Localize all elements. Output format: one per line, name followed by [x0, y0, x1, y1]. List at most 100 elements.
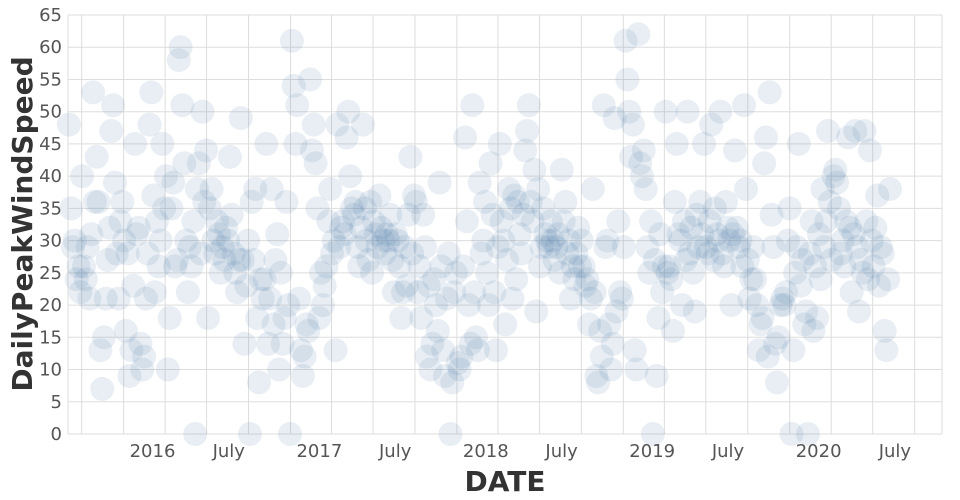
data-point — [644, 364, 669, 388]
data-point — [617, 99, 642, 124]
data-point — [496, 177, 521, 201]
data-point — [823, 157, 848, 182]
data-point — [93, 286, 118, 311]
data-point — [92, 325, 116, 350]
data-point — [141, 183, 166, 208]
data-point — [867, 273, 892, 298]
data-point — [338, 164, 363, 189]
data-point — [653, 99, 678, 124]
data-point — [566, 215, 591, 240]
data-point — [88, 338, 113, 363]
data-point — [250, 286, 275, 311]
data-point — [434, 286, 459, 311]
data-point — [748, 312, 773, 337]
data-points — [56, 22, 902, 446]
data-point — [723, 138, 747, 163]
data-point — [374, 222, 399, 247]
data-point — [635, 235, 660, 260]
data-point — [186, 151, 211, 176]
data-point — [695, 241, 720, 266]
data-point — [604, 299, 629, 324]
data-point — [783, 260, 808, 285]
data-point — [73, 267, 98, 292]
data-point — [106, 286, 131, 311]
data-point — [148, 228, 173, 253]
data-point — [252, 267, 277, 292]
data-point — [210, 235, 235, 260]
data-point — [475, 260, 499, 285]
x-tick-label: 2019 — [629, 441, 675, 462]
data-point — [166, 48, 191, 73]
data-point — [283, 131, 308, 156]
data-point — [376, 228, 401, 253]
data-point — [258, 286, 282, 311]
data-point — [502, 183, 527, 208]
data-point — [361, 209, 386, 234]
data-point — [606, 209, 631, 234]
data-point — [325, 112, 350, 137]
data-point — [64, 267, 89, 292]
data-point — [192, 189, 217, 214]
y-tick-label: 20 — [39, 295, 62, 316]
data-point — [797, 241, 822, 266]
data-point — [208, 260, 233, 285]
data-point — [779, 422, 804, 446]
data-point — [453, 125, 478, 150]
data-point — [110, 189, 135, 214]
data-point — [788, 273, 813, 298]
data-point — [547, 260, 572, 285]
data-point — [126, 215, 151, 240]
data-point — [719, 293, 744, 318]
data-point — [531, 196, 556, 221]
data-point — [522, 157, 547, 182]
data-point — [827, 196, 851, 221]
data-point — [553, 189, 578, 214]
data-point — [819, 248, 844, 272]
data-point — [90, 376, 115, 401]
data-point — [420, 331, 445, 356]
data-point — [527, 254, 552, 279]
data-point — [245, 306, 270, 330]
data-point — [750, 306, 775, 330]
data-point — [150, 131, 175, 156]
data-point — [735, 248, 760, 272]
data-point — [320, 241, 344, 266]
data-point — [509, 241, 534, 266]
data-point — [414, 344, 439, 369]
data-point — [675, 99, 700, 124]
data-point — [363, 222, 388, 247]
data-point — [828, 241, 853, 266]
data-point — [123, 131, 147, 156]
x-tick-label: 2016 — [130, 441, 176, 462]
data-point — [135, 241, 160, 266]
data-point — [307, 306, 332, 330]
data-point — [465, 338, 490, 363]
data-point — [442, 280, 467, 305]
data-point — [485, 235, 510, 260]
data-point — [383, 222, 408, 247]
data-point — [144, 209, 169, 234]
data-point — [194, 138, 219, 163]
data-point — [351, 112, 375, 137]
data-point — [847, 299, 871, 324]
data-point — [754, 125, 778, 150]
data-point — [365, 235, 390, 260]
data-point — [267, 357, 292, 382]
data-point — [341, 202, 366, 227]
data-point — [571, 254, 596, 279]
x-axis-title: DATE — [465, 465, 546, 498]
data-point — [856, 267, 881, 292]
data-point — [318, 177, 343, 201]
data-point — [693, 235, 718, 260]
data-point — [462, 280, 487, 305]
data-point — [356, 248, 381, 272]
data-point — [816, 119, 840, 143]
data-point — [454, 209, 479, 234]
data-point — [68, 280, 93, 305]
data-point — [728, 228, 753, 253]
data-point — [124, 222, 149, 247]
data-point — [792, 312, 817, 337]
data-point — [185, 177, 209, 201]
data-point — [332, 222, 357, 247]
data-point — [573, 273, 598, 298]
